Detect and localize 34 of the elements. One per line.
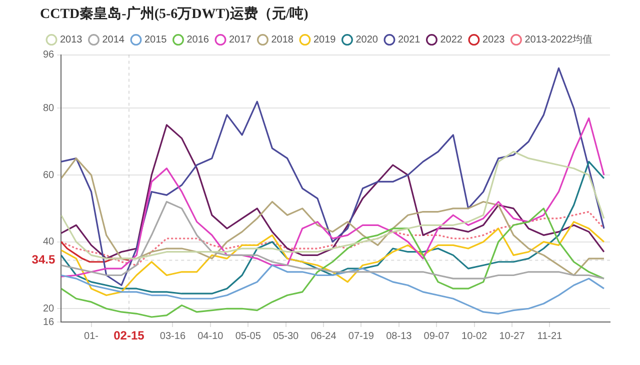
legend-label: 2013-2022均值 (524, 34, 593, 46)
x-tick-label: 09-07 (424, 330, 450, 342)
x-tick-label: 03-16 (160, 330, 186, 342)
y-tick-label: 20 (43, 303, 55, 314)
x-tick-label: 05-30 (273, 330, 300, 342)
y-tick-label: 16 (43, 316, 55, 328)
legend-label: 2016 (186, 34, 210, 46)
y-tick-label: 60 (43, 170, 55, 181)
legend-label: 2017 (228, 34, 252, 46)
legend-label: 2021 (398, 34, 421, 46)
chart-title: CCTD秦皇岛-广州(5-6万DWT)运费（元/吨) (40, 5, 309, 22)
ref-line-label: 34.5 (32, 252, 56, 267)
x-tick-label: 07-19 (348, 330, 374, 342)
x-tick-label: 10-27 (499, 330, 526, 342)
legend-label: 2014 (102, 34, 125, 46)
legend-label: 2015 (144, 34, 168, 46)
y-tick-label: 80 (43, 102, 55, 114)
y-tick-label: 40 (43, 236, 55, 248)
legend-label: 2020 (356, 34, 378, 46)
x-tick-label: 10-02 (462, 330, 488, 342)
y-tick-label: 96 (43, 50, 55, 61)
legend-label: 2023 (482, 34, 506, 46)
ref-line-label: 02-15 (114, 328, 145, 342)
legend-label: 2022 (440, 34, 463, 46)
line-series (61, 210, 605, 266)
x-tick-label: 06-24 (310, 330, 337, 342)
legend-label: 2018 (271, 34, 294, 46)
x-tick-label: 05-05 (235, 330, 262, 342)
x-tick-label: 04-10 (198, 330, 224, 342)
legend-label: 2013 (60, 34, 83, 46)
legend-label: 2019 (313, 34, 336, 46)
x-tick-label: 01- (84, 330, 99, 342)
x-tick-label: 08-13 (386, 330, 412, 342)
x-tick-label: 11-21 (537, 330, 563, 342)
